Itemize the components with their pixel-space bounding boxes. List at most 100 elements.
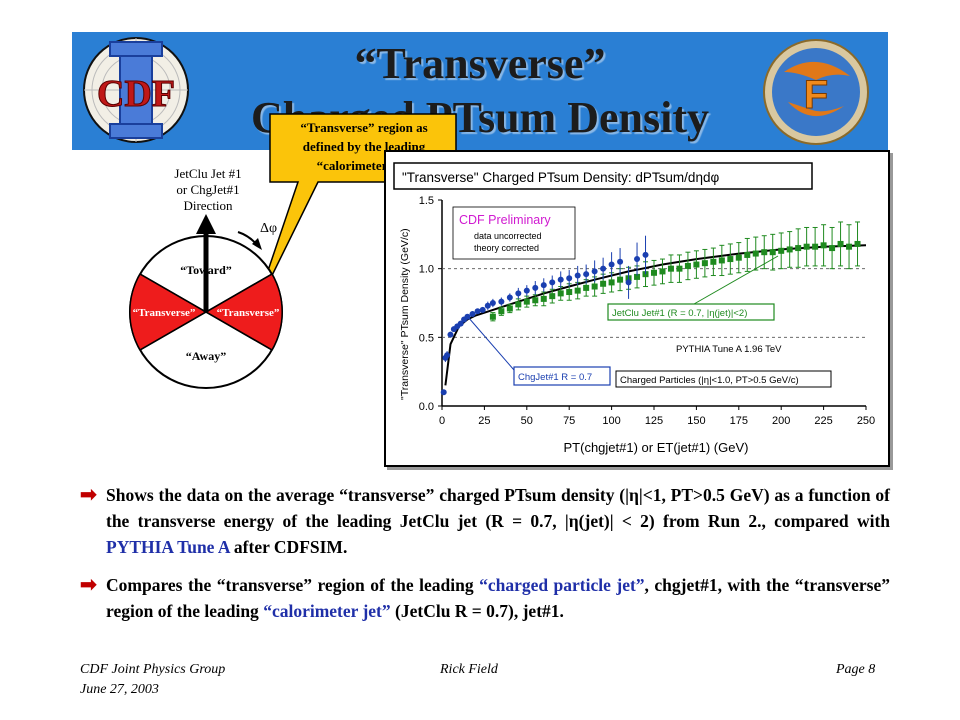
jetclu-point (515, 301, 522, 308)
jetclu-label: JetClu Jet#1 (R = 0.7, |η(jet)|<2) (612, 308, 747, 319)
chgjet-point (457, 320, 464, 327)
bullet-2-part-b: , chgjet#1, with the “transverse” region… (106, 575, 891, 621)
bullet-1: ➡ Shows the data on the average “transve… (80, 482, 890, 560)
chgjet-point (574, 272, 581, 279)
jetclu-point (617, 276, 624, 283)
jetclu-point (540, 295, 547, 302)
bullet-1-part-a: Shows the data on the average “transvers… (106, 485, 890, 531)
charged-label-box (615, 370, 832, 388)
chart-title: "Transverse" Charged PTsum Density: dPTs… (402, 170, 719, 185)
jetclu-point (591, 283, 598, 290)
chgjet-point (474, 308, 481, 315)
jetclu-point (566, 289, 573, 296)
bullet-arrow-icon: ➡ (80, 574, 97, 596)
plot-area: 0 25 50 75 100 125 150 175 200 225 250 0.0 0.5 1.0 1.5 (419, 195, 875, 427)
jetclu-point (676, 265, 683, 272)
jetclu-point (523, 298, 530, 305)
bullet-1-text: Shows the data on the average “transvers… (106, 482, 890, 560)
title-banner: CDF F “Transverse” Charged PTsum Density (72, 32, 888, 150)
note-line1: data uncorrected (474, 231, 542, 241)
transverse-left-label: “Transverse” (133, 307, 196, 319)
chgjet-point (447, 331, 454, 338)
y-tick-label: 1.5 (419, 195, 434, 207)
jetclu-point (489, 313, 496, 320)
chgjet-point (642, 251, 649, 258)
jetclu-point (532, 297, 539, 304)
chgjet-point (566, 275, 573, 282)
chgjet-point (489, 300, 496, 306)
jetclu-point (583, 284, 590, 291)
chgjet-label-box (513, 366, 611, 386)
jetclu-point (820, 242, 827, 249)
footer-page: Page 8 (836, 662, 876, 677)
x-tick-label: 225 (814, 415, 832, 427)
svg-text:CDF: CDF (97, 73, 175, 115)
bullet-2-part-a: Compares the “transverse” region of the … (106, 575, 480, 595)
x-tick-label: 75 (563, 415, 575, 427)
direction-label-3: Direction (183, 198, 233, 213)
bullet-2-highlight-1: “charged particle jet” (479, 575, 645, 595)
chgjet-point (484, 302, 491, 309)
charged-label: Charged Particles (|η|<1.0, PT>0.5 GeV/c… (620, 375, 799, 386)
jetclu-point (506, 305, 513, 312)
transverse-sector-right (204, 272, 283, 352)
page-title-line1: “Transverse” (354, 39, 606, 88)
jetclu-point (684, 262, 691, 269)
delta-phi-label: Δφ (260, 221, 277, 236)
chgjet-point (532, 284, 539, 291)
jetclu-point (574, 287, 581, 294)
jetclu-point (735, 254, 742, 261)
chgjet-point (549, 279, 556, 286)
transverse-sector-left (129, 272, 208, 352)
x-tick-label: 150 (687, 415, 705, 427)
chgjet-point (479, 306, 486, 313)
jetclu-point (846, 243, 853, 250)
y-tick-label: 0.0 (419, 401, 434, 413)
chgjet-point (515, 290, 522, 297)
x-tick-label: 100 (602, 415, 620, 427)
jetclu-point (786, 246, 793, 253)
jetclu-point (659, 268, 666, 275)
footer-author: Rick Field (440, 662, 498, 677)
jetclu-point (761, 249, 768, 256)
bullet-2-highlight-2: “calorimeter jet” (263, 601, 391, 621)
x-tick-label: 0 (439, 415, 445, 427)
jetclu-point (600, 280, 607, 287)
jetclu-point (651, 269, 657, 276)
jetclu-point (498, 308, 505, 315)
jetclu-point (829, 245, 836, 252)
y-tick-label: 0.5 (419, 332, 434, 344)
x-tick-label: 250 (857, 415, 875, 427)
jetclu-point (608, 279, 615, 286)
x-tick-label: 175 (730, 415, 748, 427)
chgjet-point (634, 256, 641, 263)
jetclu-point (549, 293, 556, 300)
transverse-right-label: “Transverse” (217, 307, 280, 319)
chgjet-point (523, 287, 530, 294)
jetclu-point (812, 243, 819, 250)
jetclu-point (854, 240, 861, 247)
chgjet-point (440, 389, 447, 396)
direction-label-1: JetClu Jet #1 (174, 166, 241, 181)
jetclu-point (701, 260, 708, 267)
jetclu-point (634, 273, 641, 280)
jetclu-point (744, 251, 751, 258)
preliminary-label: CDF Preliminary (459, 213, 551, 227)
chgjet-point (617, 258, 624, 265)
uf-logo: F (763, 39, 869, 145)
y-axis-label: "Transverse" PTsum Density (GeV/c) (399, 228, 411, 400)
pythia-label: PYTHIA Tune A 1.96 TeV (676, 344, 782, 355)
footer-date: June 27, 2003 (80, 682, 159, 697)
chgjet-point (506, 294, 513, 301)
x-tick-label: 50 (521, 415, 533, 427)
x-tick-label: 200 (772, 415, 790, 427)
chgjet-point (608, 261, 615, 268)
chgjet-label: ChgJet#1 R = 0.7 (518, 372, 592, 383)
chgjet-point (591, 268, 598, 275)
jetclu-point (693, 261, 700, 268)
jetclu-point (803, 243, 810, 250)
toward-label: “Toward” (180, 263, 232, 277)
away-label: “Away” (186, 349, 226, 363)
chgjet-point (444, 352, 451, 359)
chgjet-point (557, 276, 564, 283)
